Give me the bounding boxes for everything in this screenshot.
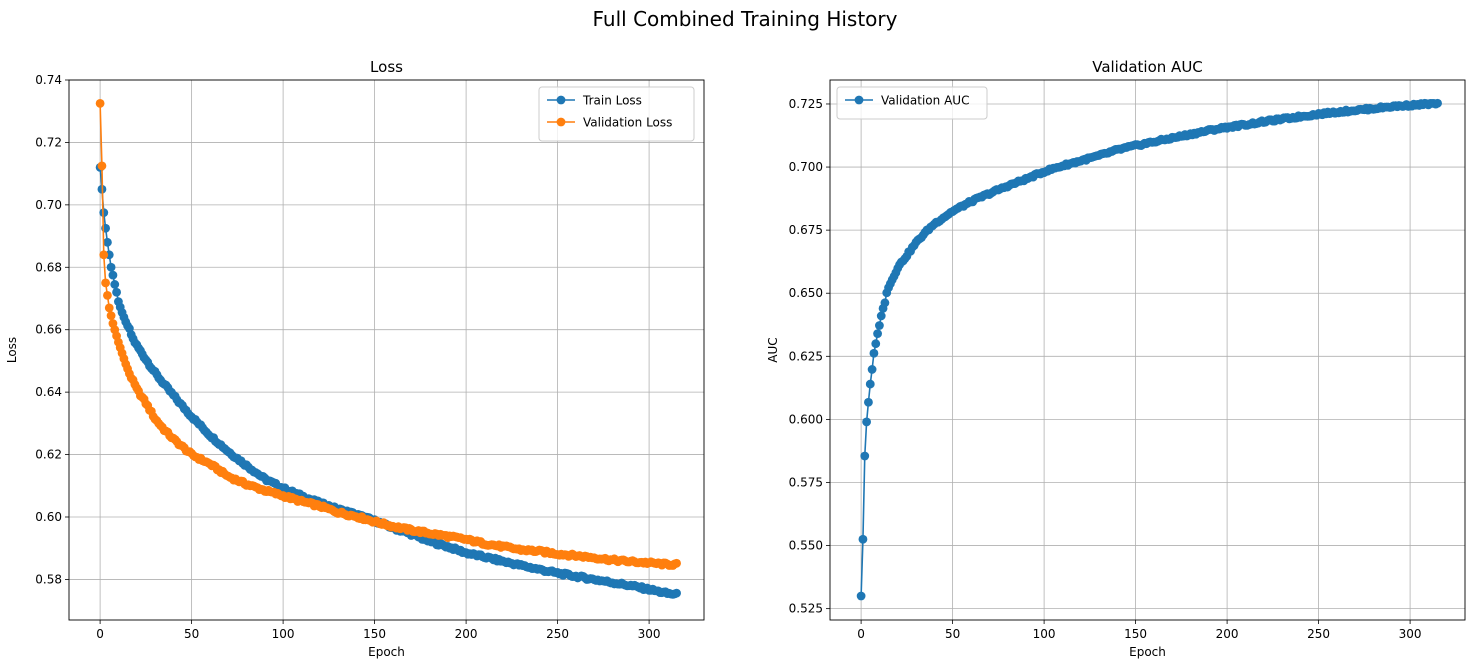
series-line bbox=[99, 103, 677, 567]
y-tick-label: 0.60 bbox=[35, 510, 62, 524]
legend-box bbox=[836, 86, 988, 120]
y-tick-label: 0.68 bbox=[35, 260, 62, 274]
data-point bbox=[867, 365, 877, 374]
series-validation-loss bbox=[95, 99, 681, 570]
data-point bbox=[108, 270, 118, 280]
data-point bbox=[873, 329, 882, 338]
y-axis-label: Loss bbox=[5, 337, 19, 363]
figure-suptitle: Full Combined Training History bbox=[593, 7, 898, 31]
legend-box bbox=[538, 86, 695, 142]
data-point bbox=[880, 298, 890, 308]
chart-title: Validation AUC bbox=[1092, 58, 1203, 76]
x-tick-label: 250 bbox=[546, 627, 569, 641]
y-tick-label: 0.625 bbox=[789, 349, 823, 363]
y-tick-label: 0.725 bbox=[789, 97, 823, 111]
y-tick-label: 0.64 bbox=[35, 385, 62, 399]
y-tick-label: 0.66 bbox=[35, 323, 62, 337]
data-point bbox=[106, 262, 116, 272]
y-tick-label: 0.58 bbox=[35, 572, 62, 586]
legend-label: Validation Loss bbox=[583, 116, 672, 130]
data-point bbox=[875, 321, 884, 330]
x-tick-label: 250 bbox=[1307, 627, 1330, 641]
data-point bbox=[1433, 98, 1442, 108]
legend-label: Validation AUC bbox=[881, 94, 969, 108]
auc-chart: 0 50 100 150 200 250 300 0.525 0.550 0.575 0.600 0.… bbox=[766, 58, 1466, 659]
x-tick-label: 100 bbox=[1033, 627, 1056, 641]
data-point bbox=[99, 250, 109, 260]
x-tick-label: 50 bbox=[184, 627, 199, 641]
y-tick-label: 0.525 bbox=[789, 602, 823, 616]
legend-swatch-marker bbox=[556, 95, 566, 105]
legend-swatch-marker bbox=[854, 95, 864, 105]
y-tick-label: 0.650 bbox=[789, 286, 823, 300]
y-tick-label: 0.72 bbox=[35, 135, 62, 149]
y-tick-label: 0.70 bbox=[35, 198, 62, 212]
loss-chart: 0 50 100 150 200 250 300 0.58 0.60 0.62 0.64 0.66 0.… bbox=[5, 58, 705, 659]
x-tick-label: 0 bbox=[96, 627, 104, 641]
x-tick-label: 300 bbox=[1399, 627, 1422, 641]
data-point bbox=[104, 303, 114, 313]
data-point bbox=[865, 379, 875, 389]
legend-label: Train Loss bbox=[582, 94, 642, 108]
y-tick-label: 0.600 bbox=[789, 412, 823, 426]
data-point bbox=[858, 534, 868, 544]
y-tick-label: 0.675 bbox=[789, 223, 823, 237]
data-point bbox=[876, 311, 886, 321]
data-point bbox=[862, 417, 871, 427]
y-axis-label: AUC bbox=[766, 337, 780, 362]
legend: Train Loss Validation Loss bbox=[538, 86, 695, 142]
x-tick-label: 200 bbox=[455, 627, 478, 641]
y-tick-label: 0.575 bbox=[789, 475, 823, 489]
data-point bbox=[871, 339, 881, 349]
data-point bbox=[106, 311, 116, 321]
chart-title: Loss bbox=[370, 58, 403, 76]
data-point bbox=[103, 237, 112, 247]
data-point bbox=[97, 161, 107, 171]
x-tick-label: 150 bbox=[363, 627, 386, 641]
data-point bbox=[110, 280, 120, 289]
series-line bbox=[860, 102, 1438, 597]
x-axis-label: Epoch bbox=[368, 645, 405, 659]
y-tick-label: 0.74 bbox=[35, 73, 62, 87]
data-point bbox=[95, 99, 105, 108]
data-point bbox=[112, 287, 121, 297]
data-point bbox=[99, 208, 109, 218]
data-point bbox=[864, 397, 873, 407]
data-point bbox=[869, 348, 879, 358]
series-train-loss bbox=[95, 163, 681, 599]
data-point bbox=[856, 591, 866, 601]
data-point bbox=[860, 451, 870, 461]
y-tick-label: 0.550 bbox=[789, 539, 823, 553]
data-point bbox=[101, 278, 110, 288]
legend: Validation AUC bbox=[836, 86, 988, 120]
data-point bbox=[672, 588, 681, 598]
series-validation-auc bbox=[856, 98, 1442, 601]
legend-swatch-marker bbox=[556, 117, 566, 127]
axes-frame bbox=[68, 79, 705, 621]
x-tick-label: 200 bbox=[1216, 627, 1239, 641]
axes-frame bbox=[829, 79, 1466, 621]
x-tick-label: 0 bbox=[857, 627, 865, 641]
y-tick-label: 0.700 bbox=[789, 160, 823, 174]
data-point bbox=[672, 558, 681, 568]
x-axis-label: Epoch bbox=[1129, 645, 1166, 659]
x-tick-label: 150 bbox=[1124, 627, 1147, 641]
data-point bbox=[103, 290, 112, 300]
y-tick-label: 0.62 bbox=[35, 448, 62, 462]
x-tick-label: 50 bbox=[945, 627, 960, 641]
x-tick-label: 100 bbox=[272, 627, 295, 641]
x-tick-label: 300 bbox=[638, 627, 661, 641]
